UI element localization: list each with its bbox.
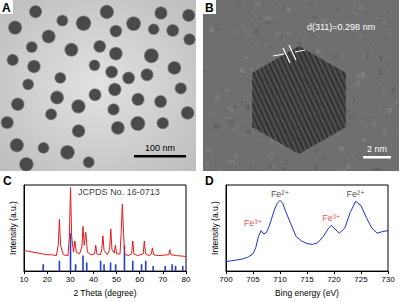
svg-text:Fe²⁺: Fe²⁺ — [271, 189, 290, 199]
svg-text:JCPDS No. 16-0713: JCPDS No. 16-0713 — [78, 187, 160, 197]
svg-text:2 nm: 2 nm — [367, 144, 387, 154]
svg-text:B: B — [205, 1, 214, 15]
svg-text:2 Theta (degree): 2 Theta (degree) — [73, 288, 136, 298]
svg-text:A: A — [2, 1, 11, 15]
svg-text:Fe³⁺: Fe³⁺ — [322, 213, 341, 223]
svg-text:100 nm: 100 nm — [145, 143, 175, 153]
svg-text:Intensity (a.u.): Intensity (a.u.) — [210, 201, 220, 255]
svg-text:710: 710 — [273, 275, 287, 284]
svg-text:50: 50 — [112, 275, 121, 284]
svg-text:D: D — [205, 175, 214, 188]
svg-text:80: 80 — [182, 275, 191, 284]
svg-text:d(311)=0.298 nm: d(311)=0.298 nm — [307, 22, 375, 32]
svg-text:70: 70 — [158, 275, 167, 284]
svg-text:720: 720 — [327, 275, 341, 284]
svg-text:700: 700 — [219, 275, 233, 284]
svg-text:Fe³⁺: Fe³⁺ — [244, 218, 263, 228]
svg-text:715: 715 — [300, 275, 314, 284]
svg-text:705: 705 — [246, 275, 260, 284]
svg-text:Intensity (a.u.): Intensity (a.u.) — [8, 201, 18, 255]
svg-text:Bing energy (eV): Bing energy (eV) — [275, 288, 339, 298]
svg-text:C: C — [3, 175, 12, 188]
svg-text:10: 10 — [20, 275, 29, 284]
svg-text:30: 30 — [66, 275, 75, 284]
svg-text:730: 730 — [381, 275, 395, 284]
svg-text:60: 60 — [135, 275, 144, 284]
svg-text:40: 40 — [89, 275, 98, 284]
svg-text:Fe²⁺: Fe²⁺ — [346, 189, 365, 199]
svg-text:20: 20 — [43, 275, 52, 284]
svg-text:725: 725 — [354, 275, 368, 284]
